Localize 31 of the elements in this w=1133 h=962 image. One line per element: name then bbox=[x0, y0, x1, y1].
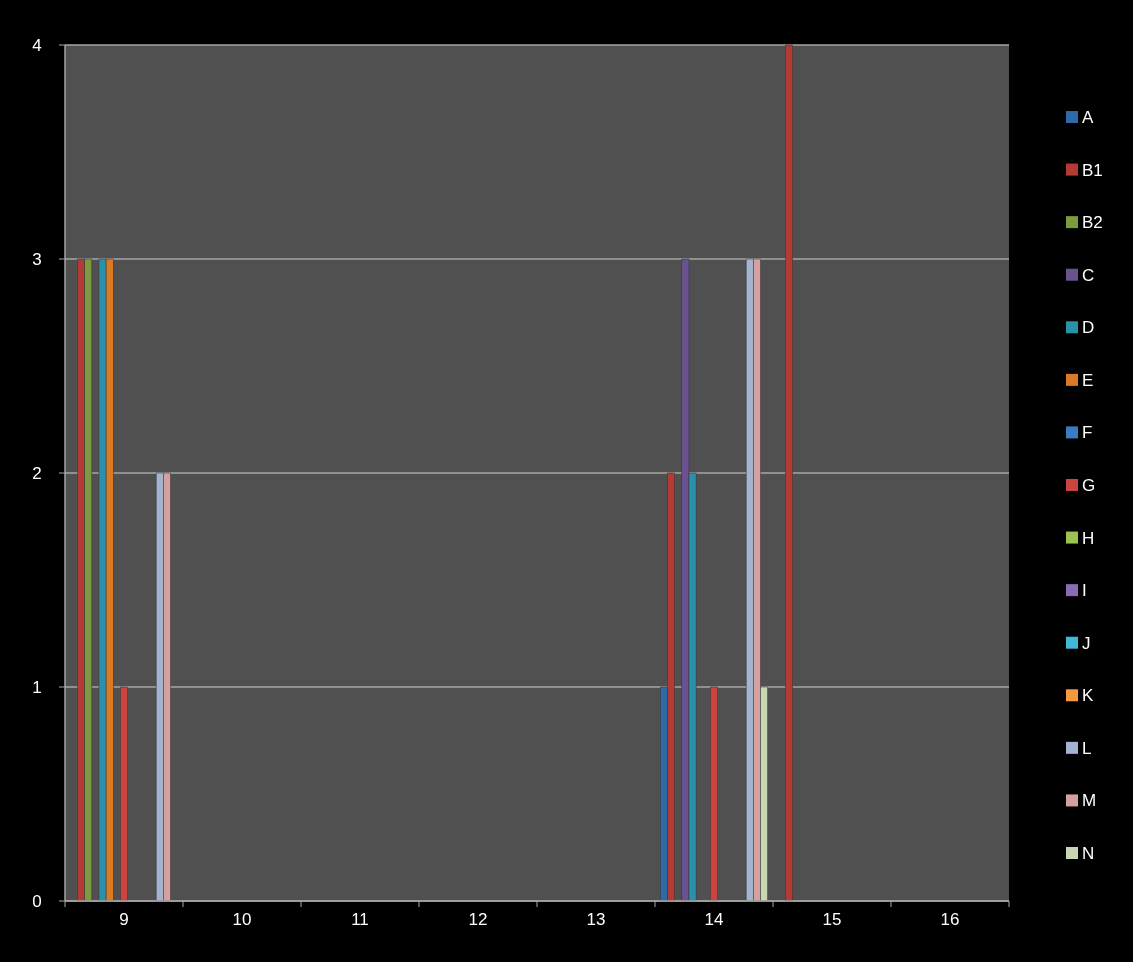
x-tick-label: 11 bbox=[351, 910, 369, 929]
x-tick-label: 10 bbox=[232, 910, 252, 929]
y-tick-label: 3 bbox=[32, 249, 42, 269]
legend-label: J bbox=[1082, 633, 1091, 653]
x-tick-label: 14 bbox=[704, 910, 724, 929]
y-tick-label: 0 bbox=[32, 891, 42, 911]
legend-label: A bbox=[1082, 107, 1094, 127]
legend-label: M bbox=[1082, 791, 1097, 811]
x-tick-label: 15 bbox=[822, 910, 842, 929]
x-tick-label: 13 bbox=[586, 910, 606, 929]
x-tick-label: 16 bbox=[940, 910, 960, 929]
bar bbox=[710, 686, 718, 902]
bar bbox=[120, 686, 128, 902]
legend-label: N bbox=[1082, 843, 1095, 863]
legend-label: B1 bbox=[1082, 160, 1103, 180]
legend-label: I bbox=[1082, 581, 1087, 601]
legend-label: D bbox=[1082, 318, 1095, 338]
legend-label: E bbox=[1082, 370, 1094, 390]
legend-label: G bbox=[1082, 475, 1096, 495]
legend-label: B2 bbox=[1082, 213, 1103, 233]
y-tick-label: 4 bbox=[32, 35, 42, 55]
legend-label: F bbox=[1082, 423, 1093, 443]
legend-label: K bbox=[1082, 686, 1094, 706]
y-tick-label: 2 bbox=[32, 463, 42, 483]
legend-label: H bbox=[1082, 528, 1095, 548]
legend-label: C bbox=[1082, 265, 1095, 285]
x-tick-label: 9 bbox=[119, 910, 129, 929]
x-tick-label: 12 bbox=[468, 910, 488, 929]
legend-label: L bbox=[1082, 738, 1092, 758]
y-tick-label: 1 bbox=[32, 677, 42, 697]
bar bbox=[785, 44, 793, 902]
